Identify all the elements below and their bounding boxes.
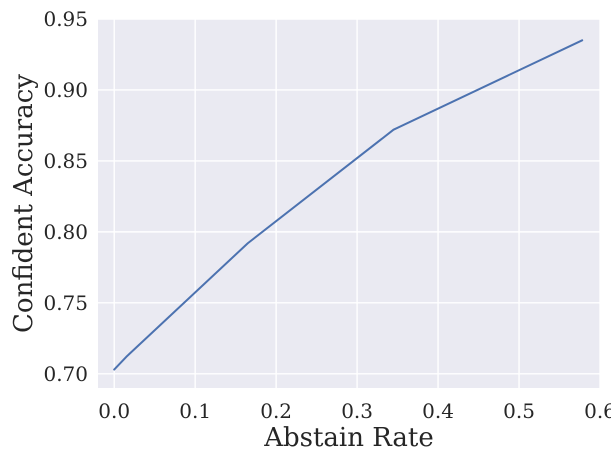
grid-lines: [98, 18, 601, 388]
y-axis-ticks: 0.70 0.75 0.80 0.85 0.90 0.95: [43, 7, 88, 386]
x-axis-title: Abstain Rate: [263, 423, 434, 453]
x-tick-label: 0.1: [179, 399, 211, 423]
x-tick-label: 0.4: [422, 399, 454, 423]
series-layer: [113, 39, 584, 371]
y-tick-label: 0.70: [43, 362, 88, 386]
y-axis-title: Confident Accuracy: [9, 74, 39, 333]
y-tick-label: 0.75: [43, 291, 88, 315]
x-tick-label: 0.2: [260, 399, 292, 423]
x-tick-label: 0.0: [98, 399, 130, 423]
y-tick-label: 0.85: [43, 149, 88, 173]
y-tick-label: 0.90: [43, 78, 88, 102]
y-tick-label: 0.80: [43, 220, 88, 244]
plot-area: [98, 19, 600, 388]
series-line: [113, 39, 584, 371]
x-tick-label: 0.6: [584, 399, 611, 423]
x-tick-label: 0.3: [341, 399, 373, 423]
y-tick-label: 0.95: [43, 7, 88, 31]
x-axis-ticks: 0.0 0.1 0.2 0.3 0.4 0.5 0.6: [98, 399, 611, 423]
x-tick-label: 0.5: [503, 399, 535, 423]
